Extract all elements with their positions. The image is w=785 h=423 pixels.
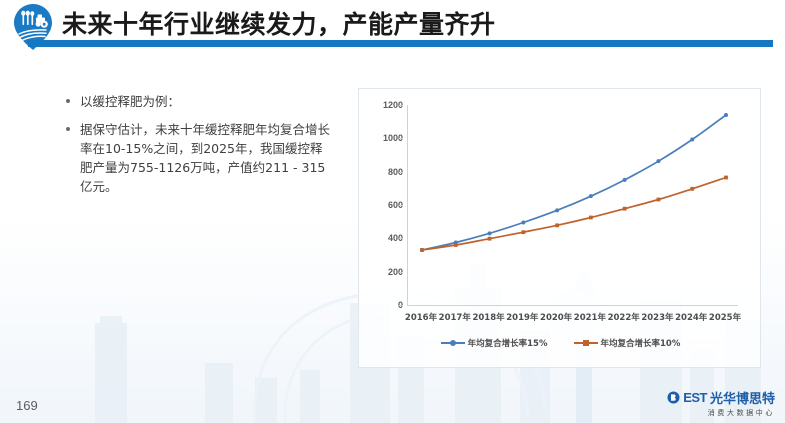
x-axis-tick-label: 2017年 [438,313,471,323]
legend-label: 年均复合增长率15% [467,339,548,349]
y-axis-tick-mark [399,305,403,306]
logo-subtitle: 消费大数据中心 [707,409,775,417]
data-point-marker [555,223,560,228]
y-axis-tick-label: 1200 [382,100,403,110]
chart-legend: 年均复合增长率15% 年均复合增长率10% [359,337,762,349]
y-axis-tick-label: 400 [387,233,403,244]
x-axis-tick-label: 2018年 [472,313,505,323]
legend-marker [449,340,456,346]
best-logo-icon [667,391,680,404]
brand-logo: EST 光华博思特 消费大数据中心 [657,388,775,418]
list-item: 以缓控释肥为例： [64,92,332,111]
y-axis-tick-mark [399,271,403,273]
legend-swatch [573,340,598,346]
chart-card: 020040060080010001200 2016年2017年2018年201… [358,88,761,368]
x-axis-tick-label: 2022年 [607,313,640,323]
data-point-marker [420,248,424,252]
data-point-marker [656,159,661,164]
list-item: 据保守估计，未来十年缓控释肥年均复合增长率在10-15%之间，到2025年，我国… [64,120,332,196]
y-axis-tick-mark [399,205,403,206]
series-line-1 [421,114,727,251]
y-axis-tick-mark [399,105,403,106]
x-axis-tick-label: 2024年 [675,313,708,323]
logo-text-en: EST [683,390,707,405]
x-axis-tick-label: 2020年 [540,313,573,323]
legend-item-1[interactable]: 年均复合增长率15% [440,337,548,349]
data-point-marker [622,177,627,182]
y-axis-tick-label: 200 [387,266,403,277]
farm-location-pin-icon [12,3,54,51]
x-axis-tick-label: 2016年 [404,313,438,323]
title-underline-bar [28,40,773,47]
legend-swatch [440,340,465,346]
x-axis-labels: 2016年 2017年 2018年 2019年 2020年 2021年 2022年 2023年… [404,311,741,327]
data-point-marker [521,220,526,225]
y-axis-tick-mark [399,138,403,140]
legend-marker [582,340,589,346]
y-axis-labels: 020040060080010001200 [359,89,403,310]
data-point-marker [487,236,492,241]
data-point-marker [724,113,728,117]
data-point-marker [690,186,695,191]
slide-header: 未来十年行业继续发力，产能产量齐升 [0,0,785,50]
series-line-2 [421,176,727,251]
y-axis-tick-mark [399,171,403,173]
data-point-marker [555,208,560,213]
legend-label: 年均复合增长率10% [600,339,681,349]
page-number: 169 [16,398,38,413]
data-point-marker [690,137,695,142]
data-point-marker [656,197,661,202]
x-axis-tick-label: 2021年 [573,313,606,323]
logo-text-cn: 光华博思特 [709,392,775,407]
data-point-marker [588,215,593,220]
data-point-marker [487,231,492,236]
data-point-marker [724,175,728,180]
page-title: 未来十年行业继续发力，产能产量齐升 [62,10,496,39]
data-point-marker [453,243,458,247]
x-axis-tick-label: 2023年 [641,313,674,323]
data-point-marker [622,206,627,211]
y-axis-tick-mark [399,238,403,240]
x-axis-tick-label: 2019年 [506,313,539,323]
bullet-list: 以缓控释肥为例： 据保守估计，未来十年缓控释肥年均复合增长率在10-15%之间，… [64,92,332,205]
legend-item-2[interactable]: 年均复合增长率10% [573,337,681,349]
data-point-marker [521,230,526,235]
plot-area [407,105,738,306]
y-axis-tick-label: 600 [387,200,403,210]
y-axis-tick-label: 1000 [382,133,403,144]
line-chart-svg [420,113,728,252]
data-point-marker [588,194,593,199]
y-axis-tick-label: 800 [387,166,403,177]
x-axis-tick-label: 2025年 [708,313,742,323]
